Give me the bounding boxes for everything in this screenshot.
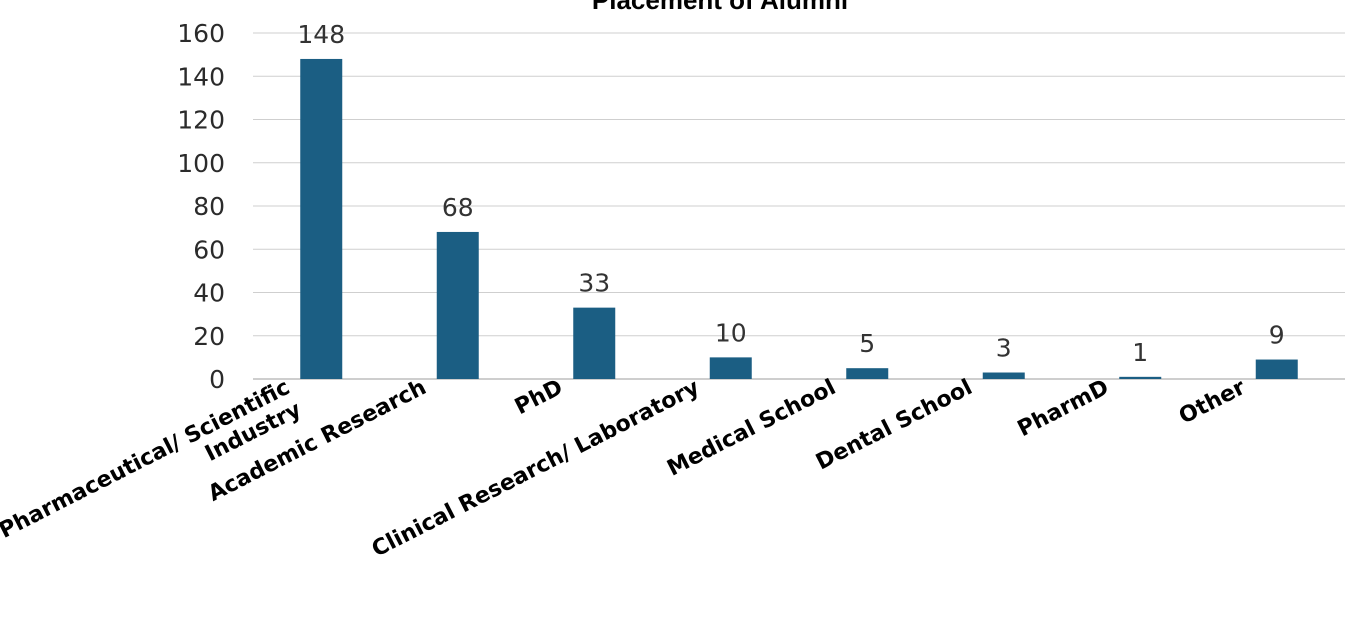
bar — [846, 368, 889, 379]
x-tick-label: Dental School — [812, 375, 976, 475]
y-tick-label: 0 — [209, 365, 225, 394]
bar — [709, 357, 752, 379]
bar — [436, 231, 479, 379]
x-tick-label-line: PhD — [511, 375, 567, 420]
y-tick-label: 140 — [177, 62, 225, 91]
y-tick-label: 100 — [177, 149, 225, 178]
x-tick-label-line: PharmD — [1014, 375, 1113, 442]
data-label: 9 — [1269, 321, 1285, 350]
y-tick-label: 20 — [193, 322, 225, 351]
chart-title: Placement of Alumni — [592, 0, 848, 15]
gridlines — [253, 32, 1345, 380]
bar — [1255, 359, 1298, 379]
data-labels: 148 68 33 10 5 3 1 9 — [297, 20, 1284, 367]
y-tick-label: 120 — [177, 106, 225, 135]
data-label: 3 — [996, 334, 1012, 363]
data-label: 10 — [715, 318, 747, 347]
x-axis-labels: Pharmaceutical/ ScientificIndustryAcadem… — [0, 375, 1250, 562]
x-tick-label-line: Other — [1175, 375, 1249, 429]
y-tick-label: 40 — [193, 279, 225, 308]
y-tick-label: 80 — [193, 192, 225, 221]
bars — [300, 58, 1298, 379]
x-tick-label: PharmD — [1014, 375, 1113, 442]
bar — [1119, 376, 1162, 379]
x-tick-label-line: Dental School — [812, 375, 976, 475]
x-tick-label: PhD — [511, 375, 567, 420]
data-label: 33 — [578, 269, 610, 298]
data-label: 1 — [1132, 338, 1148, 367]
y-tick-label: 60 — [193, 235, 225, 264]
bar — [300, 58, 343, 379]
x-tick-label: Other — [1175, 375, 1249, 429]
y-axis-ticks: 0 20 40 60 80 100 120 140 160 — [177, 19, 225, 394]
bar — [573, 307, 616, 379]
data-label: 148 — [297, 20, 345, 49]
x-tick-label-line: Pharmaceutical/ Scientific — [0, 375, 294, 544]
data-label: 68 — [442, 193, 474, 222]
data-label: 5 — [859, 329, 875, 358]
y-tick-label: 160 — [177, 19, 225, 48]
bar — [982, 372, 1025, 379]
